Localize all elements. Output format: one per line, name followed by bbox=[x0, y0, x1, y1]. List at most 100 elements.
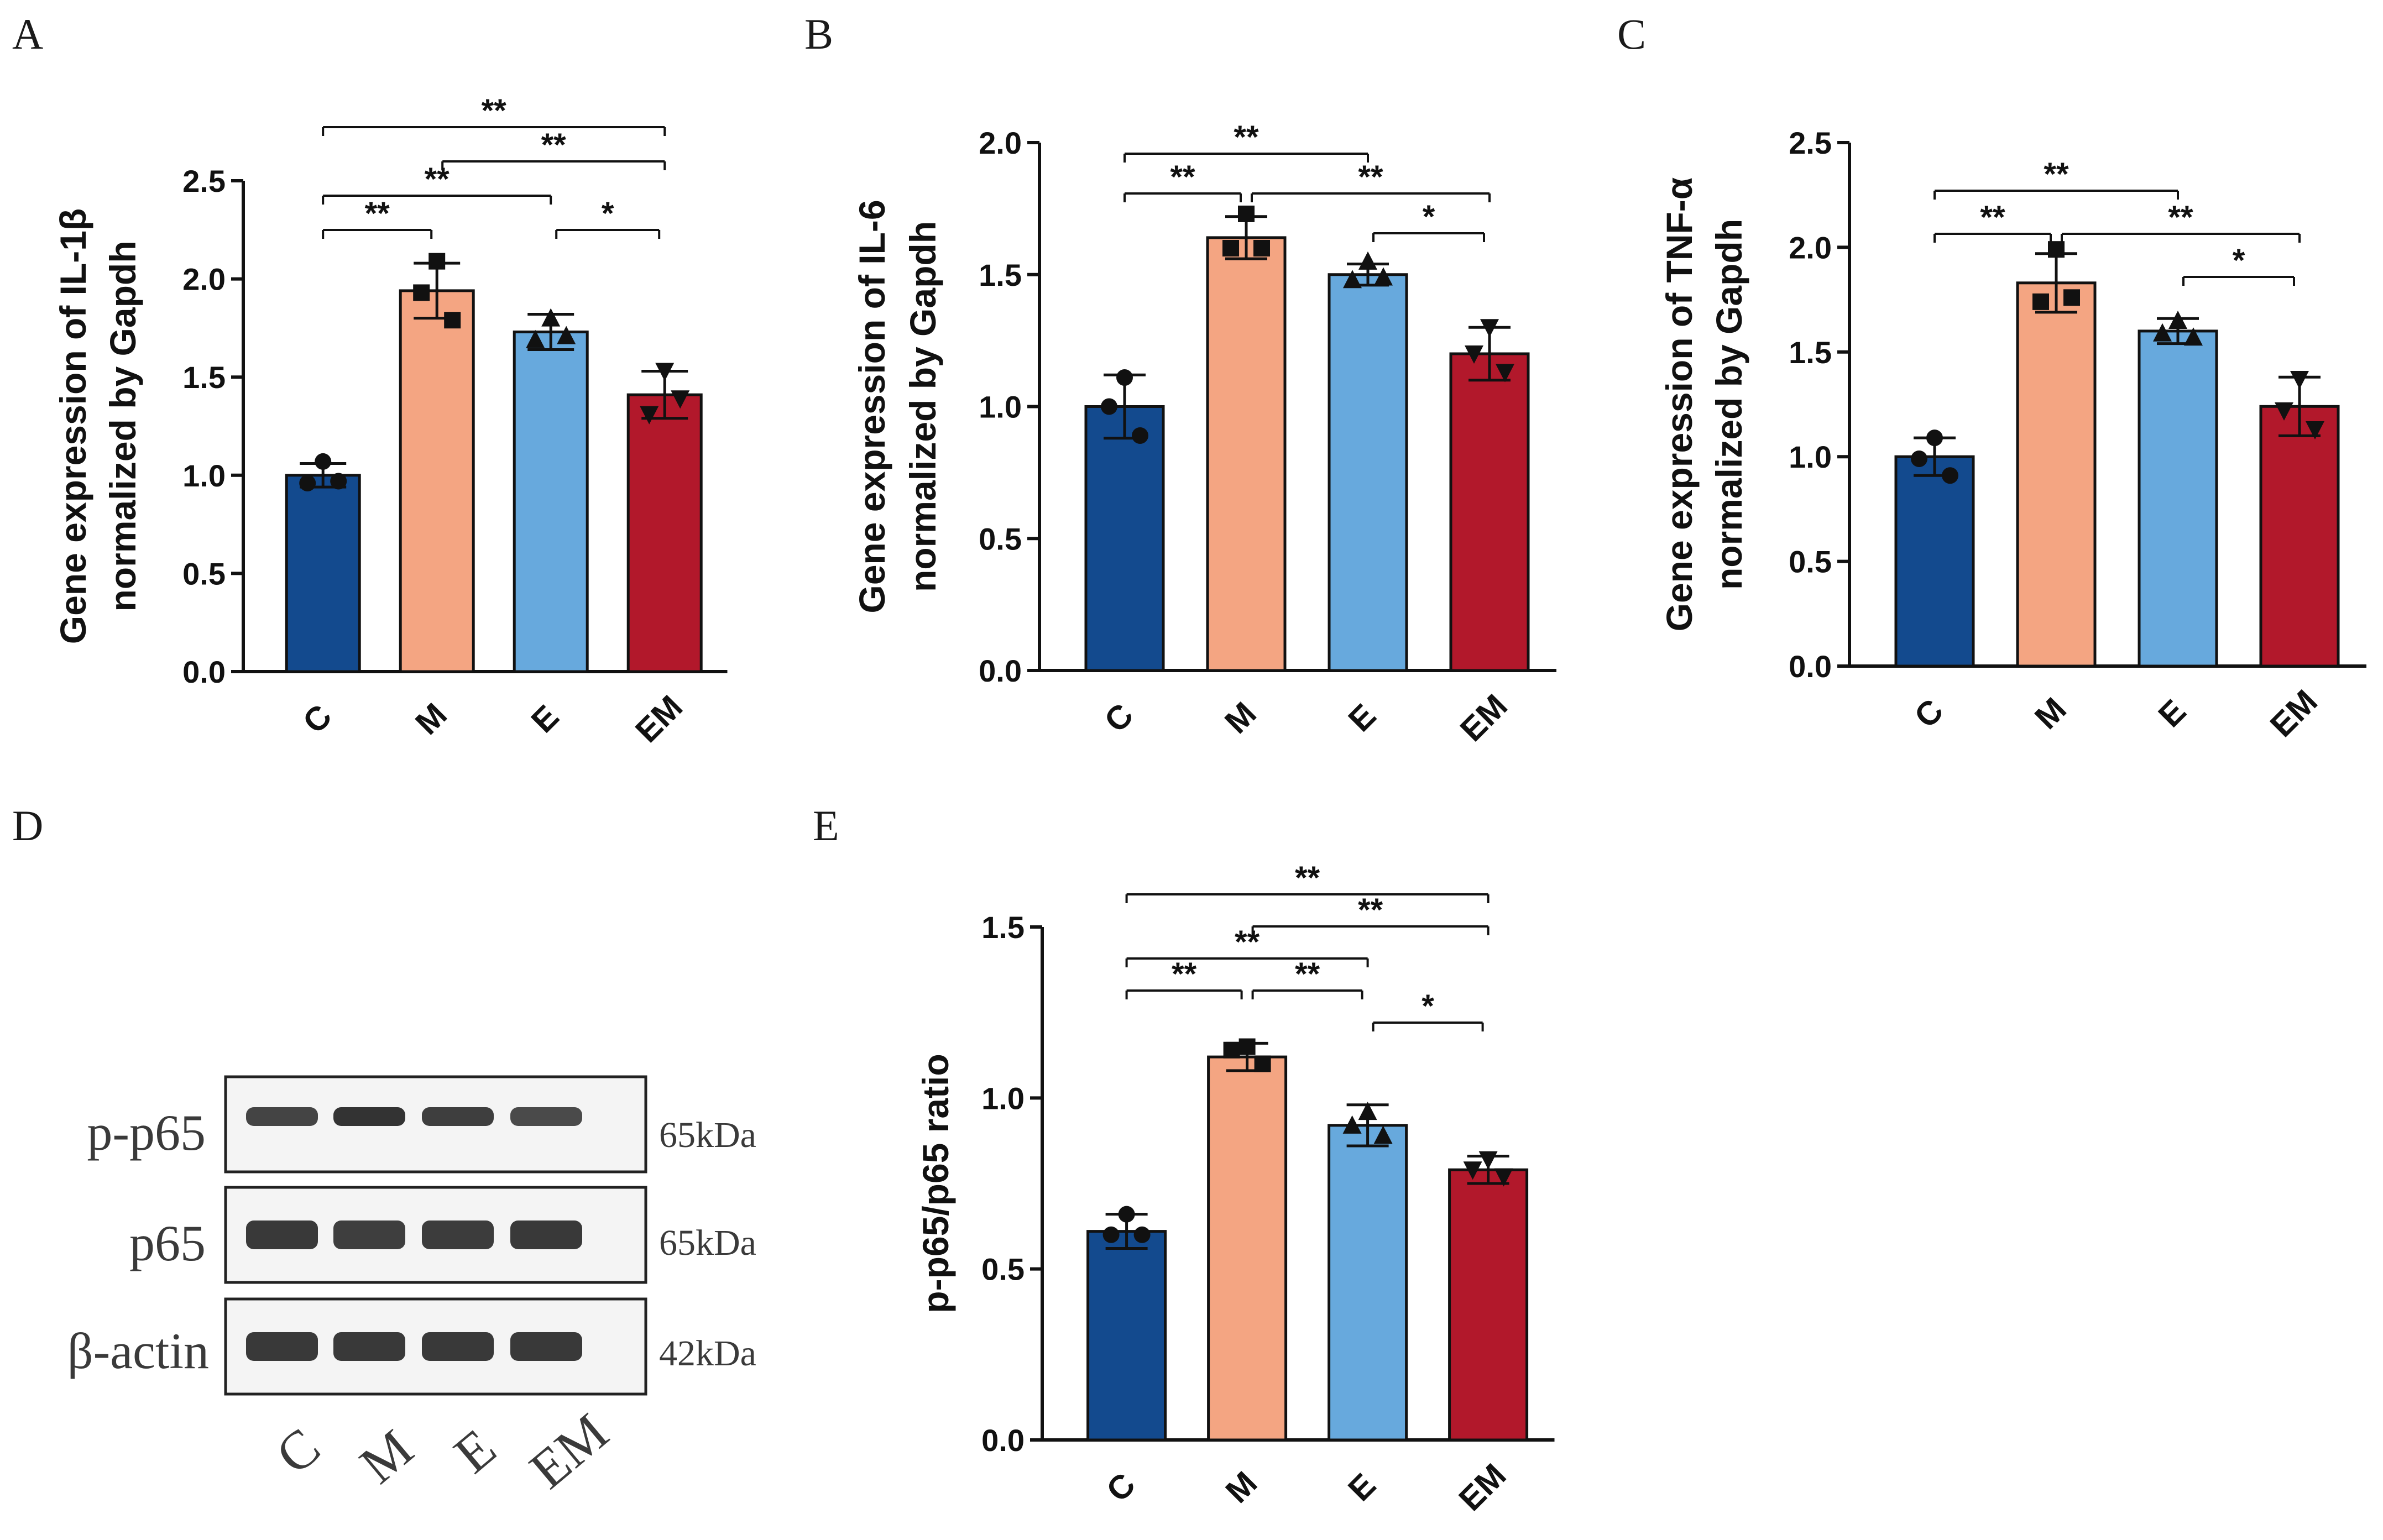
data-point-em-0 bbox=[2290, 371, 2309, 390]
y-tick-label-2: 1.0 bbox=[1789, 439, 1832, 474]
x-tick-label-c: C bbox=[1097, 696, 1140, 739]
data-point-m-0 bbox=[428, 253, 446, 270]
y-tick-label-2: 1.0 bbox=[182, 458, 226, 493]
blot-lane-label-em: EM bbox=[519, 1402, 619, 1500]
x-tick-label-em: EM bbox=[1453, 687, 1514, 748]
x-tick-label-m: M bbox=[1217, 695, 1263, 741]
blot-band-0-2 bbox=[422, 1107, 494, 1126]
bar-em bbox=[2259, 405, 2340, 668]
y-axis-title-line-1: normalized by Gapdh bbox=[1708, 219, 1749, 590]
data-point-em-0 bbox=[1480, 319, 1499, 338]
blot-size-beta-actin: 42kDa bbox=[659, 1333, 756, 1374]
blot-row-label-beta-actin: β-actin bbox=[67, 1323, 209, 1379]
blot-band-0-3 bbox=[510, 1107, 582, 1126]
data-point-e-2 bbox=[1373, 1125, 1393, 1144]
x-tick-label-em: EM bbox=[2263, 683, 2324, 744]
data-point-c-2 bbox=[1133, 1226, 1151, 1243]
bar-m bbox=[1206, 236, 1287, 672]
bar-em bbox=[1449, 352, 1530, 672]
data-point-c-1 bbox=[1101, 398, 1117, 415]
sig-label-3: ** bbox=[1172, 956, 1197, 992]
x-tick-label-e: E bbox=[524, 698, 566, 740]
blot-strips bbox=[224, 1075, 647, 1396]
x-tick-label-em: EM bbox=[628, 688, 689, 750]
y-tick-label-0: 0.0 bbox=[979, 653, 1022, 688]
x-tick-label-m: M bbox=[1219, 1464, 1264, 1510]
y-tick-label-0: 0.0 bbox=[981, 1423, 1025, 1458]
blot-band-0-0 bbox=[246, 1107, 318, 1126]
data-point-e-0 bbox=[1358, 1102, 1377, 1120]
blot-band-1-3 bbox=[510, 1221, 582, 1249]
data-point-em-0 bbox=[1478, 1151, 1498, 1170]
bar-e bbox=[513, 331, 589, 673]
sig-label-4: * bbox=[602, 196, 614, 232]
data-point-c-2 bbox=[330, 473, 347, 490]
data-point-em-2 bbox=[671, 390, 690, 409]
sig-label-2: ** bbox=[2168, 200, 2193, 235]
bar-c bbox=[285, 474, 361, 673]
x-tick-label-e: E bbox=[1341, 1466, 1383, 1508]
data-point-em-1 bbox=[2275, 402, 2293, 421]
bar-m bbox=[1207, 1055, 1288, 1442]
y-tick-label-1: 0.5 bbox=[1789, 544, 1832, 579]
data-point-c-0 bbox=[315, 453, 332, 470]
sig-label-1: ** bbox=[541, 127, 567, 163]
x-tick-label-e: E bbox=[2151, 693, 2193, 735]
panel-letter-a: A bbox=[12, 10, 43, 58]
panel-letter-d: D bbox=[12, 802, 43, 850]
chart-panel-b: 0.0 0.5 1.0 1.5 2.0 Gene expression of IL-6 no… bbox=[851, 119, 1556, 748]
blot-lane-label-e: E bbox=[443, 1418, 507, 1485]
y-tick-label-3: 1.5 bbox=[1789, 335, 1832, 370]
y-tick-label-3: 1.5 bbox=[979, 258, 1022, 292]
sig-label-1: ** bbox=[1980, 200, 2005, 235]
bar-c bbox=[1894, 455, 1975, 668]
western-blot-panel: p-p65 p65 β-actin 65kDa 65kDa 42kDa C M … bbox=[67, 1075, 756, 1500]
data-point-c-2 bbox=[1132, 427, 1148, 444]
sig-label-2: ** bbox=[425, 161, 450, 197]
y-tick-label-1: 0.5 bbox=[979, 521, 1022, 556]
blot-band-1-2 bbox=[422, 1221, 494, 1249]
blot-band-2-3 bbox=[510, 1332, 582, 1361]
bar-em bbox=[1448, 1168, 1529, 1442]
sig-label-3: * bbox=[2233, 243, 2245, 279]
y-tick-label-3: 1.5 bbox=[182, 360, 226, 395]
y-tick-label-5: 2.5 bbox=[182, 164, 226, 198]
x-tick-label-c: C bbox=[296, 697, 339, 740]
bar-e bbox=[1328, 1124, 1408, 1442]
bar-e bbox=[1328, 273, 1408, 672]
data-point-em-1 bbox=[1465, 345, 1483, 364]
sig-label-0: ** bbox=[2044, 156, 2069, 192]
y-tick-label-4: 2.0 bbox=[182, 262, 226, 297]
data-point-m-2 bbox=[444, 312, 461, 329]
bar-m bbox=[2016, 281, 2097, 668]
blot-band-2-0 bbox=[246, 1332, 318, 1361]
x-tick-label-m: M bbox=[408, 696, 454, 742]
x-tick-label-em: EM bbox=[1452, 1457, 1513, 1518]
sig-label-3: * bbox=[1423, 199, 1435, 235]
sig-label-0: ** bbox=[1295, 860, 1320, 896]
bar-e bbox=[2138, 329, 2218, 668]
y-tick-label-0: 0.0 bbox=[1789, 649, 1832, 684]
y-tick-label-4: 2.0 bbox=[1789, 230, 1832, 265]
sig-label-1: ** bbox=[1170, 159, 1195, 195]
data-point-m-2 bbox=[2063, 289, 2080, 306]
y-axis-title-line-0: Gene expression of IL-1β bbox=[53, 208, 93, 645]
data-point-e-2 bbox=[1374, 267, 1393, 286]
panel-letter-b: B bbox=[804, 10, 833, 58]
data-point-e-0 bbox=[1358, 251, 1377, 270]
x-tick-label-m: M bbox=[2027, 690, 2073, 736]
data-point-e-1 bbox=[1343, 270, 1362, 289]
sig-label-4: ** bbox=[1295, 956, 1320, 992]
data-point-m-2 bbox=[1254, 1055, 1271, 1072]
bar-c bbox=[1086, 1230, 1167, 1442]
blot-lane-label-m: M bbox=[349, 1418, 424, 1495]
data-point-c-1 bbox=[299, 475, 316, 492]
data-point-c-2 bbox=[1942, 467, 1958, 484]
data-point-c-0 bbox=[1118, 1206, 1135, 1223]
panel-letter-c: C bbox=[1617, 10, 1646, 58]
blot-size-p-p65: 65kDa bbox=[659, 1115, 756, 1155]
blot-row-label-p-p65: p-p65 bbox=[87, 1104, 206, 1161]
blot-row-label-p65: p65 bbox=[129, 1215, 206, 1271]
chart-panel-c: 0.0 0.5 1.0 1.5 2.0 2.5 Gene expression of TNF… bbox=[1659, 125, 2366, 744]
